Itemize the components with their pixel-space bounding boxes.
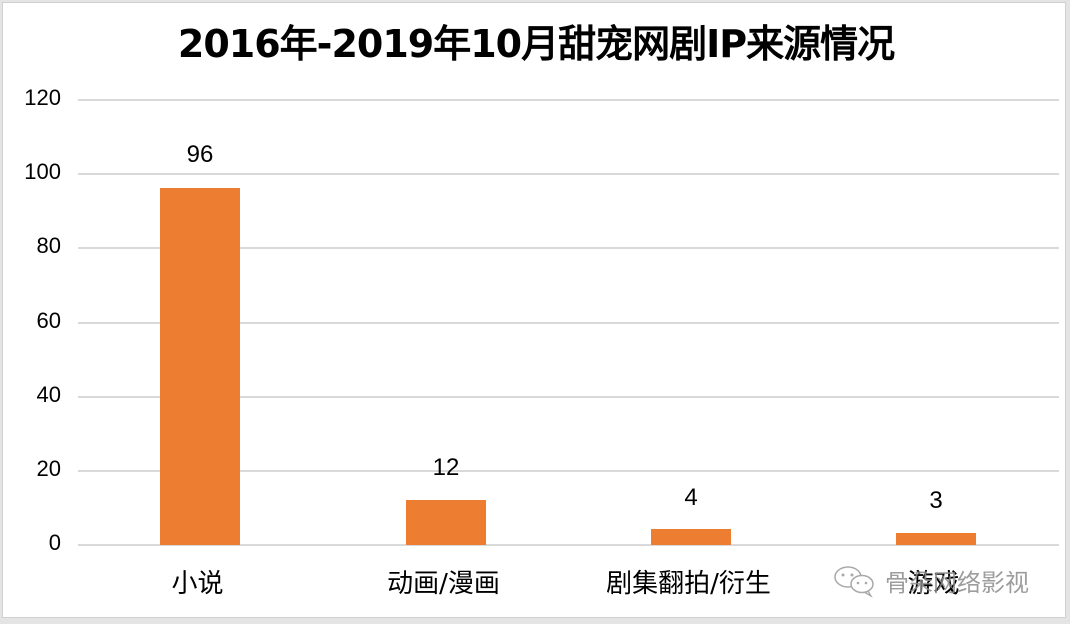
y-tick-40: 40 [36,382,61,407]
wechat-icon [833,564,877,598]
y-tick-100: 100 [24,159,61,184]
x-label-drama-remake: 剧集翻拍/衍生 [606,569,771,599]
x-label-novel: 小说 [171,569,224,599]
data-label-novel: 96 [186,141,214,168]
gridline-20 [78,470,1059,472]
bar-drama-remake [651,529,731,545]
bar-game [896,533,976,545]
x-label-game: 游戏 [907,569,960,599]
gridline-100 [78,173,1059,175]
bar-novel [160,188,240,545]
x-label-anime-comic: 动画/漫画 [387,569,500,599]
gridline-40 [78,396,1059,398]
plot-area: 120 100 80 60 40 20 0 96 12 4 3 [24,85,1059,555]
y-tick-20: 20 [36,456,61,481]
gridline-80 [78,247,1059,249]
gridline-60 [78,322,1059,324]
watermark: 骨朵网络影视 [833,563,1029,598]
gridline-0 [78,544,1059,546]
y-tick-80: 80 [36,233,61,258]
data-label-game: 3 [929,487,943,514]
y-tick-60: 60 [36,308,61,333]
y-tick-120: 120 [24,85,61,110]
y-tick-0: 0 [48,530,61,555]
gridline-120 [78,99,1059,101]
data-label-drama-remake: 4 [684,484,698,511]
data-label-anime-comic: 12 [432,454,460,481]
chart-title: 2016年-2019年10月甜宠网剧IP来源情况 [177,22,895,66]
watermark-text: 骨朵网络影视 [885,569,1029,597]
bar-anime-comic [406,500,486,545]
